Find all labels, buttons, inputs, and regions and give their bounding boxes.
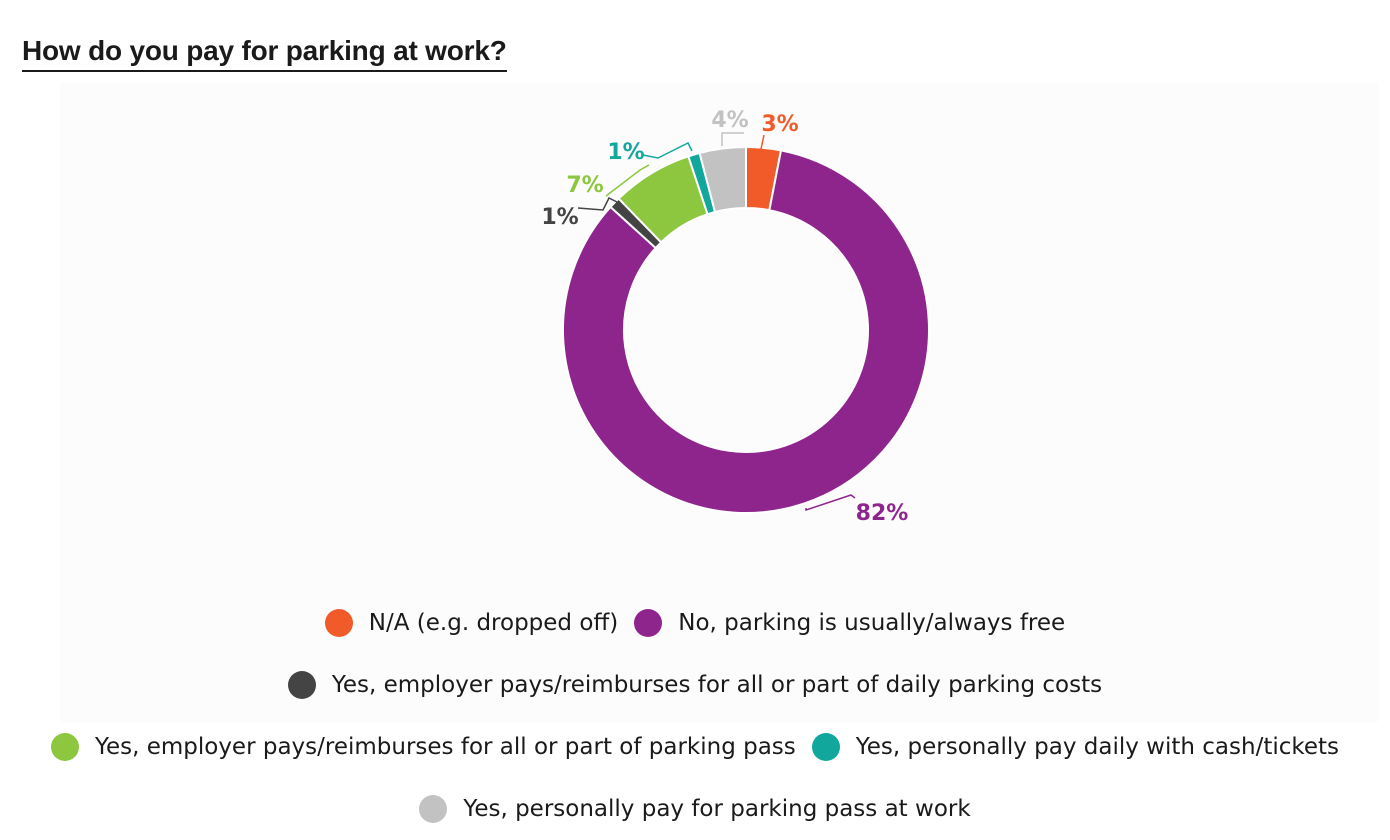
legend-label-na: N/A (e.g. dropped off) — [368, 610, 619, 636]
legend-swatch-personal-daily — [811, 733, 840, 761]
legend-item-na: N/A (e.g. dropped off) — [324, 609, 619, 637]
legend-label-employer-daily: Yes, employer pays/reimburses for all or… — [331, 672, 1103, 698]
legend-swatch-personal-pass — [419, 795, 448, 823]
legend-item-free: No, parking is usually/always free — [634, 609, 1065, 637]
leader-line-personal-daily — [642, 141, 693, 159]
legend-item-employer-pass: Yes, employer pays/reimburses for all or… — [50, 733, 796, 761]
legend-row: Yes, personally pay for parking pass at … — [0, 778, 1390, 840]
legend-label-personal-pass: Yes, personally pay for parking pass at … — [463, 796, 971, 822]
data-label-employer-pass: 7% — [566, 173, 603, 198]
legend-row: Yes, employer pays/reimburses for all or… — [0, 654, 1390, 716]
legend-label-personal-daily: Yes, personally pay daily with cash/tick… — [855, 734, 1340, 760]
legend-row: Yes, employer pays/reimburses for all or… — [0, 716, 1390, 778]
legend-item-personal-pass: Yes, personally pay for parking pass at … — [419, 795, 971, 823]
chart-legend: N/A (e.g. dropped off) No, parking is usu… — [0, 592, 1390, 840]
data-label-personal-daily: 1% — [607, 140, 644, 165]
chart-title: How do you pay for parking at work? — [22, 34, 507, 72]
legend-item-personal-daily: Yes, personally pay daily with cash/tick… — [811, 733, 1340, 761]
leader-line-employer-daily — [577, 196, 618, 211]
data-label-employer-daily: 1% — [541, 205, 578, 230]
data-label-free: 82% — [856, 501, 909, 526]
legend-label-employer-pass: Yes, employer pays/reimburses for all or… — [94, 734, 796, 760]
data-label-na: 3% — [761, 112, 798, 137]
legend-swatch-employer-pass — [50, 733, 79, 761]
legend-row: N/A (e.g. dropped off) No, parking is usu… — [0, 592, 1390, 654]
legend-swatch-employer-daily — [287, 671, 316, 699]
slice-free — [562, 149, 930, 514]
legend-swatch-free — [634, 609, 663, 637]
legend-swatch-na — [324, 609, 353, 637]
leader-line-personal-pass — [721, 132, 744, 146]
leader-line-employer-pass — [605, 164, 650, 197]
leader-line-na — [760, 134, 765, 150]
legend-label-free: No, parking is usually/always free — [678, 610, 1066, 636]
legend-item-employer-daily: Yes, employer pays/reimburses for all or… — [287, 671, 1103, 699]
slice-personal-pass — [698, 145, 747, 214]
data-label-personal-pass: 4% — [711, 108, 748, 133]
leader-line-free — [805, 494, 856, 512]
